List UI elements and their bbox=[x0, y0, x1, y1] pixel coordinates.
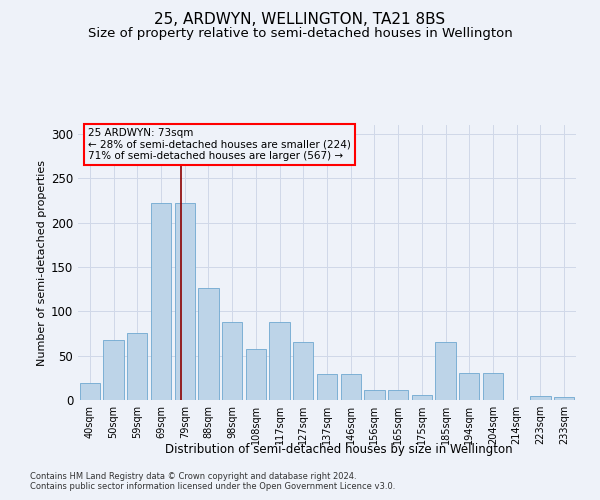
Bar bbox=[554, 398, 574, 400]
Bar bbox=[222, 322, 242, 400]
Bar bbox=[388, 390, 408, 400]
Bar bbox=[364, 390, 385, 400]
Bar bbox=[103, 340, 124, 400]
Bar bbox=[293, 342, 313, 400]
Text: 25, ARDWYN, WELLINGTON, TA21 8BS: 25, ARDWYN, WELLINGTON, TA21 8BS bbox=[154, 12, 446, 28]
Bar bbox=[530, 396, 551, 400]
Text: Contains HM Land Registry data © Crown copyright and database right 2024.: Contains HM Land Registry data © Crown c… bbox=[30, 472, 356, 481]
Bar bbox=[175, 203, 195, 400]
Text: Distribution of semi-detached houses by size in Wellington: Distribution of semi-detached houses by … bbox=[165, 442, 513, 456]
Bar bbox=[151, 203, 171, 400]
Bar bbox=[269, 322, 290, 400]
Bar bbox=[412, 394, 432, 400]
Bar bbox=[483, 374, 503, 400]
Bar bbox=[459, 374, 479, 400]
Bar bbox=[80, 383, 100, 400]
Bar bbox=[317, 374, 337, 400]
Bar bbox=[436, 342, 455, 400]
Text: Size of property relative to semi-detached houses in Wellington: Size of property relative to semi-detach… bbox=[88, 28, 512, 40]
Bar bbox=[246, 348, 266, 400]
Y-axis label: Number of semi-detached properties: Number of semi-detached properties bbox=[37, 160, 47, 366]
Text: Contains public sector information licensed under the Open Government Licence v3: Contains public sector information licen… bbox=[30, 482, 395, 491]
Text: 25 ARDWYN: 73sqm
← 28% of semi-detached houses are smaller (224)
71% of semi-det: 25 ARDWYN: 73sqm ← 28% of semi-detached … bbox=[88, 128, 351, 161]
Bar bbox=[341, 374, 361, 400]
Bar bbox=[199, 288, 218, 400]
Bar bbox=[127, 334, 148, 400]
